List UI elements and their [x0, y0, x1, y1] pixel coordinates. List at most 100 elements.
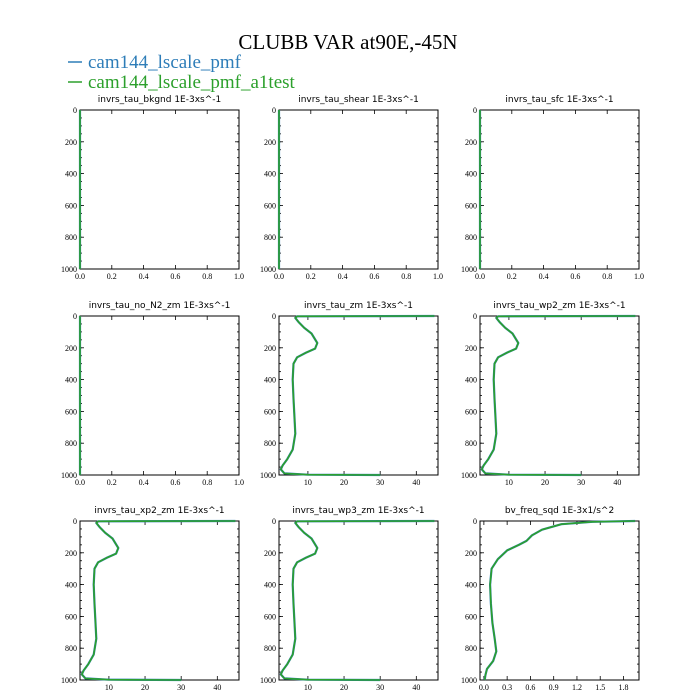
series-line-1 [80, 519, 236, 682]
x-tick-label: 0.6 [170, 272, 180, 281]
x-tick-label: 30 [376, 478, 384, 487]
series-line-1 [480, 314, 636, 477]
y-tick-label: 200 [264, 138, 276, 147]
y-tick-label: 800 [65, 233, 77, 242]
panel-title: invrs_tau_no_N2_zm 1E-3xs^-1 [89, 301, 231, 311]
panel-title: invrs_tau_wp2_zm 1E-3xs^-1 [493, 301, 625, 311]
x-tick-label: 1.0 [234, 478, 244, 487]
panel-title: invrs_tau_sfc 1E-3xs^-1 [505, 95, 613, 105]
y-tick-label: 600 [65, 407, 77, 416]
x-tick-label: 10 [304, 478, 312, 487]
x-tick-label: 30 [376, 683, 384, 692]
y-tick-label: 1000 [61, 676, 77, 685]
chart-panel-2: invrs_tau_shear 1E-3xs^-1 0 200 400 600 800 10… [260, 95, 443, 281]
panel-title: bv_freq_sqd 1E-3x1/s^2 [505, 506, 614, 516]
y-tick-label: 0 [73, 517, 77, 526]
chart-panel-6: invrs_tau_wp2_zm 1E-3xs^-1 0 200 400 600 800 1… [461, 301, 640, 487]
x-tick-label: 1.0 [433, 272, 443, 281]
figure-title: CLUBB VAR at90E,-45N [238, 30, 457, 54]
y-tick-label: 600 [264, 612, 276, 621]
y-tick-label: 800 [264, 233, 276, 242]
x-tick-label: 0.0 [475, 272, 485, 281]
panels-grid: invrs_tau_bkgnd 1E-3xs^-1020040060080010… [61, 95, 644, 692]
x-tick-label: 1.0 [634, 272, 644, 281]
legend-label-1: cam144_lscale_pmf [88, 52, 242, 73]
x-tick-label: 10 [304, 683, 312, 692]
y-tick-label: 0 [272, 517, 276, 526]
x-tick-label: 40 [412, 683, 420, 692]
chart-panel-1: invrs_tau_bkgnd 1E-3xs^-1 0 200 400 600 800 10… [61, 95, 244, 281]
plot-frame [479, 109, 640, 270]
y-tick-label: 800 [65, 644, 77, 653]
series-line-2 [279, 315, 435, 476]
y-tick-label: 800 [465, 644, 477, 653]
x-tick-label: 0.6 [170, 478, 180, 487]
x-tick-label: 40 [613, 478, 621, 487]
y-tick-label: 1000 [260, 265, 276, 274]
x-tick-label: 10 [105, 683, 113, 692]
y-tick-label: 0 [473, 312, 477, 321]
x-tick-label: 20 [141, 683, 149, 692]
y-tick-label: 1000 [61, 471, 77, 480]
y-tick-label: 600 [65, 201, 77, 210]
series-line-1 [279, 314, 435, 477]
y-tick-label: 200 [465, 138, 477, 147]
panel-title: invrs_tau_xp2_zm 1E-3xs^-1 [94, 506, 224, 516]
y-tick-label: 800 [65, 439, 77, 448]
y-tick-label: 600 [65, 612, 77, 621]
y-tick-label: 400 [65, 376, 77, 385]
y-tick-label: 0 [473, 106, 477, 115]
x-tick-label: 0.0 [479, 683, 489, 692]
x-tick-label: 0.0 [75, 272, 85, 281]
y-tick-label: 0 [272, 106, 276, 115]
panel-title: invrs_tau_bkgnd 1E-3xs^-1 [98, 95, 222, 105]
y-tick-label: 200 [465, 549, 477, 558]
y-tick-label: 200 [264, 344, 276, 353]
y-tick-label: 800 [465, 439, 477, 448]
y-tick-label: 600 [465, 612, 477, 621]
x-tick-label: 0.6 [369, 272, 379, 281]
y-tick-label: 600 [264, 201, 276, 210]
y-tick-label: 400 [264, 581, 276, 590]
plot-frame [79, 315, 240, 476]
x-tick-label: 0.8 [401, 272, 411, 281]
x-tick-label: 1.8 [618, 683, 628, 692]
y-tick-label: 200 [65, 138, 77, 147]
x-tick-label: 0.6 [525, 683, 535, 692]
chart-panel-4: invrs_tau_no_N2_zm 1E-3xs^-1 0 200 400 600 80… [61, 301, 244, 487]
y-tick-label: 1000 [461, 265, 477, 274]
x-tick-label: 1.2 [572, 683, 582, 692]
y-tick-label: 200 [65, 344, 77, 353]
y-tick-label: 1000 [61, 265, 77, 274]
plot-frame [278, 109, 439, 270]
y-tick-label: 1000 [260, 471, 276, 480]
x-tick-label: 0.2 [306, 272, 316, 281]
y-tick-label: 1000 [260, 676, 276, 685]
x-tick-label: 40 [213, 683, 221, 692]
plot-frame [479, 520, 640, 681]
series-line-1 [279, 519, 435, 682]
y-tick-label: 600 [465, 407, 477, 416]
chart-panel-3: invrs_tau_sfc 1E-3xs^-1 0 200 400 600 800 1000… [461, 95, 644, 281]
y-tick-label: 400 [264, 376, 276, 385]
panel-title: invrs_tau_shear 1E-3xs^-1 [298, 95, 419, 105]
x-tick-label: 40 [412, 478, 420, 487]
y-tick-label: 0 [73, 312, 77, 321]
x-tick-label: 0.8 [202, 272, 212, 281]
y-tick-label: 600 [465, 201, 477, 210]
x-tick-label: 30 [177, 683, 185, 692]
y-tick-label: 0 [473, 517, 477, 526]
y-tick-label: 400 [465, 376, 477, 385]
x-tick-label: 0.0 [274, 272, 284, 281]
y-tick-label: 800 [465, 233, 477, 242]
y-tick-label: 1000 [461, 676, 477, 685]
y-tick-label: 200 [264, 549, 276, 558]
y-tick-label: 800 [264, 439, 276, 448]
series-line-2 [279, 520, 435, 681]
x-tick-label: 0.4 [139, 272, 149, 281]
x-tick-label: 0.0 [75, 478, 85, 487]
plot-frame [278, 315, 439, 476]
x-tick-label: 0.9 [549, 683, 559, 692]
x-tick-label: 0.4 [139, 478, 149, 487]
